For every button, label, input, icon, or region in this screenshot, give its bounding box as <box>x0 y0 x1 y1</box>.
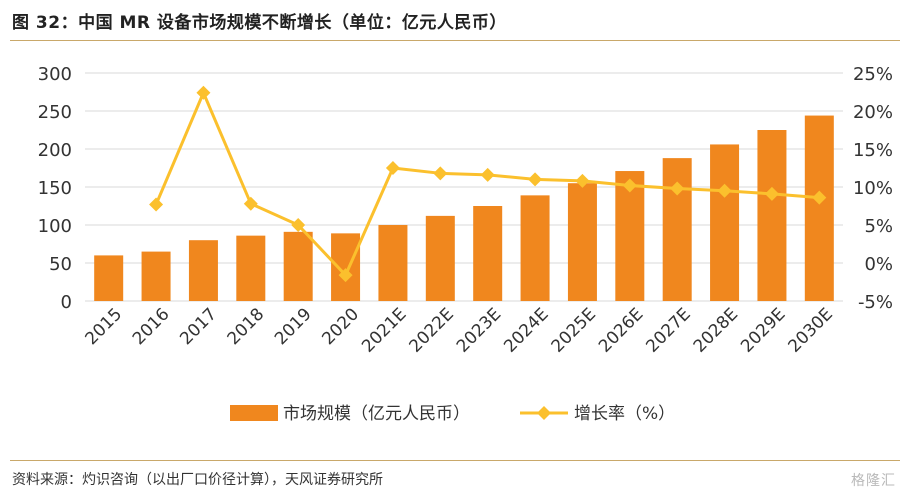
bar <box>615 171 645 301</box>
y-right-tick-label: -5% <box>858 292 893 313</box>
legend-bar-label: 市场规模（亿元人民币） <box>283 404 470 424</box>
x-tick-label: 2025E <box>548 304 600 356</box>
growth-point <box>480 167 495 182</box>
growth-point <box>196 85 211 100</box>
x-tick-label: 2018 <box>224 304 269 349</box>
growth-point <box>243 196 258 211</box>
growth-point <box>338 268 353 283</box>
growth-point <box>812 190 827 205</box>
x-tick-label: 2027E <box>642 304 694 356</box>
x-tick-label: 2026E <box>595 304 647 356</box>
growth-point <box>433 166 448 181</box>
bar <box>94 255 124 301</box>
y-right-tick-label: 20% <box>853 102 893 123</box>
growth-point <box>717 183 732 198</box>
chart-title: 图 32：中国 MR 设备市场规模不断增长（单位：亿元人民币） <box>12 13 507 33</box>
legend-bar-swatch <box>230 405 278 421</box>
x-tick-label: 2022E <box>406 304 458 356</box>
x-axis-ticks: 2015 2016 2017 2018 2019 20202021E2022E2023E2… <box>81 304 836 356</box>
bar <box>473 206 503 301</box>
y-left-tick-label: 50 <box>49 254 72 275</box>
x-tick-label: 2029E <box>737 304 789 356</box>
growth-point <box>764 186 779 201</box>
legend: 市场规模（亿元人民币） 增长率（%） <box>230 404 675 424</box>
x-tick-label: 2024E <box>500 304 552 356</box>
legend-line-marker <box>537 406 551 420</box>
growth-point <box>291 218 306 232</box>
x-tick-label: 2028E <box>690 304 742 356</box>
bar <box>662 158 692 301</box>
growth-point <box>528 172 543 187</box>
x-tick-label: 2023E <box>453 304 505 356</box>
x-tick-label: 2019 <box>271 304 316 349</box>
x-tick-label: 2015 <box>81 304 126 349</box>
growth-point <box>575 173 590 188</box>
line-series <box>149 85 827 283</box>
bar <box>804 115 834 301</box>
title-divider <box>10 40 900 41</box>
right-axis-ticks: -5% 0% 5% 10% 15% 20% 25% <box>853 64 893 313</box>
growth-point <box>385 161 400 175</box>
y-right-tick-label: 0% <box>864 254 893 275</box>
bar <box>567 183 597 301</box>
bar <box>757 130 787 301</box>
bar <box>283 231 313 301</box>
bar <box>188 240 218 301</box>
bar <box>425 215 455 301</box>
y-left-tick-label: 0 <box>61 292 72 313</box>
y-left-tick-label: 100 <box>38 216 72 237</box>
y-left-tick-label: 300 <box>38 64 72 85</box>
growth-point <box>670 181 685 196</box>
bar <box>331 233 361 301</box>
bar <box>378 225 408 301</box>
bar <box>710 144 740 301</box>
y-right-tick-label: 10% <box>853 178 893 199</box>
footer-divider <box>10 460 900 461</box>
x-tick-label: 2016 <box>129 304 174 349</box>
bar <box>520 195 550 301</box>
x-tick-label: 2020 <box>318 304 363 349</box>
bar <box>236 235 266 301</box>
growth-point <box>622 178 637 193</box>
legend-line-label: 增长率（%） <box>574 404 675 424</box>
y-right-tick-label: 5% <box>864 216 893 237</box>
x-tick-label: 2017 <box>176 304 221 349</box>
x-tick-label: 2021E <box>358 304 410 356</box>
y-left-tick-label: 200 <box>38 140 72 161</box>
bar <box>141 251 171 301</box>
y-left-tick-label: 250 <box>38 102 72 123</box>
watermark: 格隆汇 <box>851 473 896 489</box>
x-tick-label: 2030E <box>785 304 837 356</box>
chart: 0 50 100 150 200 250 300 -5% 0% 5% 10% 15% 20% 25% 2… <box>38 64 893 424</box>
y-right-tick-label: 15% <box>853 140 893 161</box>
source-note: 资料来源：灼识咨询（以出厂口价径计算），天风证券研究所 <box>12 472 383 488</box>
growth-point <box>149 197 164 212</box>
y-right-tick-label: 25% <box>853 64 893 85</box>
left-axis-ticks: 0 50 100 150 200 250 300 <box>38 64 72 313</box>
y-left-tick-label: 150 <box>38 178 72 199</box>
bar-series <box>94 115 834 301</box>
